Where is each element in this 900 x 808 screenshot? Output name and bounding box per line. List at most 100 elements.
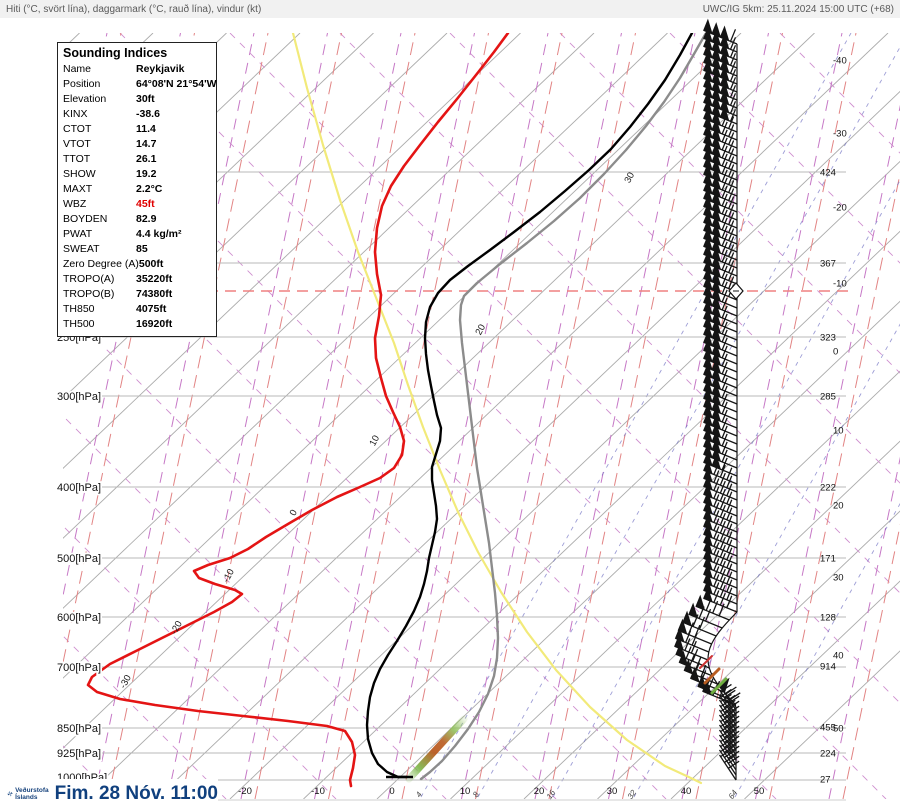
index-row: WBZ 45ft bbox=[63, 197, 211, 212]
index-row: SWEAT 85 bbox=[63, 242, 211, 257]
right-temp-label: 50 bbox=[833, 724, 844, 735]
inline-isotherm-label: 30 bbox=[622, 171, 637, 186]
reference-yellow-line bbox=[291, 33, 703, 785]
bottom-temp-label: 30 bbox=[607, 786, 618, 797]
inline-isotherm-label: -30 bbox=[118, 673, 134, 690]
index-value: 2.2°C bbox=[136, 183, 163, 195]
temperature-black-line bbox=[365, 33, 694, 779]
org-name-line2: Íslands bbox=[15, 793, 38, 801]
bottom-temp-label: 10 bbox=[460, 786, 471, 797]
org-name-line1: Veðurstofa bbox=[15, 786, 49, 794]
bottom-temp-label: -10 bbox=[311, 786, 325, 797]
index-label: TROPO(B) bbox=[63, 288, 115, 300]
index-label: SWEAT bbox=[63, 243, 100, 255]
inline-isotherm-label: 0 bbox=[288, 508, 300, 518]
index-value: 45ft bbox=[136, 198, 155, 210]
pressure-label: 300[hPa] bbox=[57, 391, 101, 403]
index-label: SHOW bbox=[63, 168, 96, 180]
right-height-label: 367 bbox=[820, 259, 836, 270]
chart-grid-and-lines bbox=[63, 33, 900, 799]
index-label: Elevation bbox=[63, 93, 107, 105]
index-value: 64°08'N 21°54'W bbox=[136, 78, 217, 90]
index-label: MAXT bbox=[63, 183, 93, 195]
indices-title: Sounding Indices bbox=[63, 46, 168, 60]
pressure-label: 400[hPa] bbox=[57, 482, 101, 494]
bottom-temp-label: -20 bbox=[238, 786, 252, 797]
index-label: CTOT bbox=[63, 123, 92, 135]
index-row: TROPO(A) 35220ft bbox=[63, 272, 211, 287]
right-temp-label: -40 bbox=[833, 56, 847, 67]
mixing-ratio-label: 64 bbox=[727, 788, 740, 801]
right-temp-label: 40 bbox=[833, 651, 844, 662]
model-run-text: UWC/IG 5km: 25.11.2024 15:00 UTC (+68) bbox=[702, 3, 894, 15]
vedurstofa-logo-icon bbox=[7, 790, 13, 796]
index-value: 82.9 bbox=[136, 213, 157, 225]
barb-accent bbox=[710, 677, 728, 695]
pressure-label: 850[hPa] bbox=[57, 723, 101, 735]
index-row: TROPO(B) 74380ft bbox=[63, 287, 211, 302]
index-value: 11.4 bbox=[136, 123, 156, 135]
index-label: PWAT bbox=[63, 228, 93, 240]
index-row: TH500 16920ft bbox=[63, 317, 211, 332]
index-label: TH850 bbox=[63, 303, 95, 315]
right-height-label: 27 bbox=[820, 775, 831, 786]
pressure-label: 925[hPa] bbox=[57, 748, 101, 760]
right-temp-label: 20 bbox=[833, 501, 844, 512]
index-value: 14.7 bbox=[136, 138, 157, 150]
dewpoint-red-line bbox=[86, 33, 510, 788]
right-height-label: 424 bbox=[820, 168, 836, 179]
bottom-temp-label: 50 bbox=[754, 786, 765, 797]
index-value: 19.2 bbox=[136, 168, 157, 180]
datetime-label: Fim. 28 Nóv. 11:00 bbox=[54, 782, 218, 804]
index-row: SHOW 19.2 bbox=[63, 167, 211, 182]
right-height-label: 222 bbox=[820, 483, 836, 494]
index-row: TH850 4075ft bbox=[63, 302, 211, 317]
barb-accent bbox=[699, 655, 713, 669]
right-height-label: 455 bbox=[820, 723, 836, 734]
index-value: 85 bbox=[136, 243, 148, 255]
right-temp-label: -30 bbox=[833, 129, 847, 140]
right-temp-label: 0 bbox=[833, 347, 838, 358]
right-temp-label: 10 bbox=[833, 426, 844, 437]
index-label: Position bbox=[63, 78, 101, 90]
index-value: Reykjavik bbox=[136, 63, 185, 75]
right-height-label: 914 bbox=[820, 662, 836, 673]
inline-isotherm-label: 20 bbox=[473, 323, 488, 338]
inline-isotherm-label: -10 bbox=[221, 567, 237, 584]
right-temp-label: 30 bbox=[833, 573, 844, 584]
bottom-bar: Veðurstofa Íslands Fim. 28 Nóv. 11:00 bbox=[0, 779, 218, 808]
index-value: 4075ft bbox=[136, 303, 167, 315]
index-value: 16920ft bbox=[136, 318, 173, 330]
index-value: 500ft bbox=[138, 258, 164, 270]
inline-isotherm-label: 10 bbox=[367, 434, 382, 449]
index-value: 30ft bbox=[136, 93, 155, 105]
right-height-label: 224 bbox=[820, 749, 836, 760]
right-height-label: 285 bbox=[820, 392, 836, 403]
index-value: 26.1 bbox=[136, 153, 157, 165]
bottom-temp-label: 20 bbox=[534, 786, 545, 797]
right-height-label: 171 bbox=[820, 554, 836, 565]
bottom-temp-label: 40 bbox=[681, 786, 692, 797]
pressure-label: 600[hPa] bbox=[57, 612, 101, 624]
index-row: BOYDEN 82.9 bbox=[63, 212, 211, 227]
index-label: BOYDEN bbox=[63, 213, 108, 225]
index-label: TH500 bbox=[63, 318, 95, 330]
barb-accent bbox=[703, 667, 721, 685]
mixing-ratio-label: 8 bbox=[471, 790, 481, 799]
index-label: KINX bbox=[63, 108, 88, 120]
sounding-indices-panel: Sounding Indices Name Reykjavik Position… bbox=[57, 42, 217, 337]
mixing-ratio-label: 32 bbox=[626, 788, 639, 801]
index-row: KINX -38.6 bbox=[63, 107, 211, 122]
index-value: 4.4 kg/m² bbox=[136, 228, 182, 240]
legend-text: Hiti (°C, svört lína), daggarmark (°C, r… bbox=[6, 3, 262, 15]
wind-barbs-column bbox=[674, 18, 741, 781]
index-label: Name bbox=[63, 63, 92, 75]
index-row: MAXT 2.2°C bbox=[63, 182, 211, 197]
index-value: 35220ft bbox=[136, 273, 173, 285]
index-label: Zero Degree (A) bbox=[63, 258, 139, 270]
top-bar: Hiti (°C, svört lína), daggarmark (°C, r… bbox=[0, 0, 900, 18]
bottom-temp-label: 0 bbox=[389, 786, 394, 797]
